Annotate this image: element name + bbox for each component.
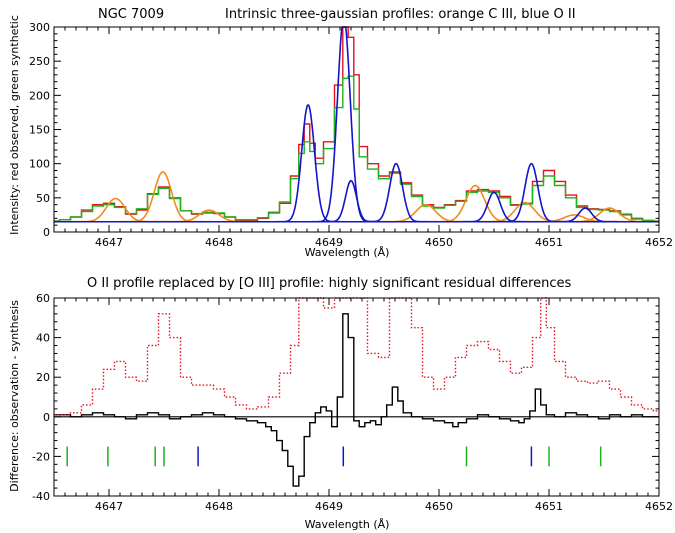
y-tick-label: -20: [32, 450, 50, 463]
y-tick-label: 0: [43, 226, 50, 239]
bottom-xlabel: Wavelength (Å): [305, 518, 390, 531]
y-tick-label: 250: [29, 55, 50, 68]
top-series: [54, 26, 659, 223]
scaled_observed-line: [54, 297, 659, 416]
x-tick-label: 4649: [315, 500, 343, 513]
x-tick-label: 4650: [425, 500, 453, 513]
top-ticks: 4647 4648 4649 4650 4651 4652 0 50 100 150 200 250 3…: [29, 21, 673, 249]
top-xlabel: Wavelength (Å): [305, 246, 390, 259]
top-title-left: NGC 7009: [98, 7, 164, 22]
o_ii-component-line: [499, 162, 564, 223]
top-title: Intrinsic three-gaussian profiles: orang…: [225, 7, 576, 22]
top-plot-frame: [53, 26, 660, 233]
bottom-ticks: 4647 4648 4649 4650 4651 4652 -40 -20 0 20 40 60: [32, 292, 673, 513]
bottom-series: [54, 297, 659, 487]
x-tick-label: 4652: [645, 500, 673, 513]
top-panel: NGC 7009 Intrinsic three-gaussian profil…: [8, 7, 673, 259]
y-tick-label: 300: [29, 21, 50, 34]
x-tick-label: 4647: [95, 500, 123, 513]
y-tick-label: 200: [29, 89, 50, 102]
residual-line: [54, 313, 659, 487]
x-tick-label: 4651: [535, 500, 563, 513]
y-tick-label: 60: [36, 292, 50, 305]
y-tick-label: 100: [29, 158, 50, 171]
y-tick-label: 40: [36, 332, 50, 345]
y-tick-label: -40: [32, 490, 50, 503]
bottom-ylabel: Difference: observation - synthesis: [8, 300, 21, 492]
bottom-plot-frame: [53, 297, 660, 497]
y-tick-label: 50: [36, 192, 50, 205]
bottom-title: O II profile replaced by [O III] profile…: [87, 276, 572, 291]
y-tick-label: 0: [43, 411, 50, 424]
bottom-panel: O II profile replaced by [O III] profile…: [8, 276, 673, 531]
top-ylabel: Intensity: red observed, green synthetic: [8, 15, 21, 235]
y-tick-label: 20: [36, 371, 50, 384]
synthetic-line: [54, 75, 659, 222]
c_iii-component-line: [376, 203, 476, 223]
o_ii-component-line: [312, 26, 376, 223]
x-tick-label: 4650: [425, 236, 453, 249]
x-tick-label: 4648: [205, 236, 233, 249]
x-tick-label: 4648: [205, 500, 233, 513]
x-tick-label: 4647: [95, 236, 123, 249]
x-tick-label: 4652: [645, 236, 673, 249]
x-tick-label: 4651: [535, 236, 563, 249]
x-tick-label: 4649: [315, 236, 343, 249]
y-tick-label: 150: [29, 124, 50, 137]
